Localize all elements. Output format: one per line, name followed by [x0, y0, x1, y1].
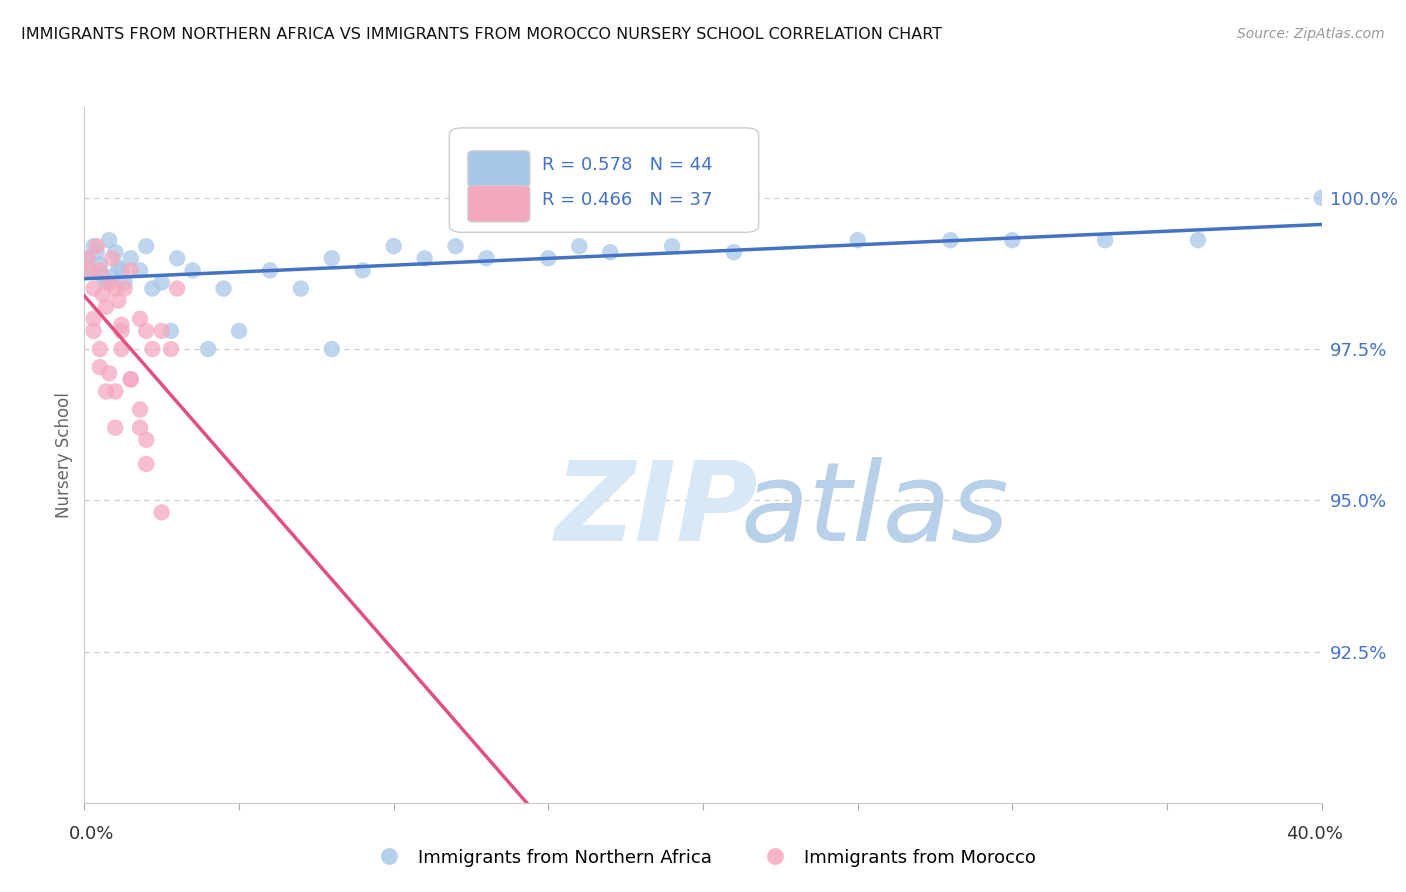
Point	[98, 233, 121, 247]
Point	[94, 276, 117, 290]
Point	[83, 239, 105, 253]
Point	[104, 420, 127, 434]
Point	[110, 324, 132, 338]
Point	[89, 257, 111, 271]
Text: IMMIGRANTS FROM NORTHERN AFRICA VS IMMIGRANTS FROM MOROCCO NURSERY SCHOOL CORREL: IMMIGRANTS FROM NORTHERN AFRICA VS IMMIG…	[21, 27, 942, 42]
Point	[212, 281, 235, 295]
Point	[104, 384, 127, 399]
Point	[98, 276, 121, 290]
Point	[120, 252, 142, 266]
Point	[129, 402, 152, 417]
Point	[1094, 233, 1116, 247]
Text: R = 0.578   N = 44: R = 0.578 N = 44	[543, 156, 713, 174]
Point	[1001, 233, 1024, 247]
Point	[79, 263, 101, 277]
Point	[290, 281, 312, 295]
Point	[846, 233, 869, 247]
Point	[107, 293, 129, 308]
Point	[120, 263, 142, 277]
Point	[104, 281, 127, 295]
Point	[120, 372, 142, 386]
Point	[166, 252, 188, 266]
Point	[475, 252, 498, 266]
Point	[444, 239, 467, 253]
FancyBboxPatch shape	[468, 151, 530, 187]
Point	[110, 318, 132, 332]
Point	[110, 263, 132, 277]
Point	[160, 342, 183, 356]
Text: R = 0.466   N = 37: R = 0.466 N = 37	[543, 191, 713, 209]
Point	[76, 252, 98, 266]
Point	[101, 252, 124, 266]
Point	[79, 263, 101, 277]
Point	[94, 300, 117, 314]
Text: 40.0%: 40.0%	[1286, 825, 1343, 843]
Point	[91, 269, 114, 284]
Point	[129, 420, 152, 434]
Point	[89, 342, 111, 356]
Point	[129, 263, 152, 277]
Point	[86, 239, 108, 253]
Point	[86, 245, 108, 260]
Text: atlas: atlas	[740, 457, 1008, 564]
Point	[76, 252, 98, 266]
Point	[104, 245, 127, 260]
Point	[160, 324, 183, 338]
Point	[114, 276, 136, 290]
Point	[228, 324, 250, 338]
Point	[135, 433, 157, 447]
Point	[352, 263, 374, 277]
Text: Source: ZipAtlas.com: Source: ZipAtlas.com	[1237, 27, 1385, 41]
Point	[83, 311, 105, 326]
Point	[141, 281, 163, 295]
Point	[150, 276, 173, 290]
Text: ZIP: ZIP	[554, 457, 758, 564]
Point	[939, 233, 962, 247]
Point	[150, 324, 173, 338]
Point	[83, 281, 105, 295]
Point	[321, 342, 343, 356]
FancyBboxPatch shape	[450, 128, 759, 232]
Point	[723, 245, 745, 260]
Point	[1187, 233, 1209, 247]
Point	[599, 245, 621, 260]
Point	[197, 342, 219, 356]
Point	[120, 372, 142, 386]
Point	[114, 281, 136, 295]
Point	[135, 457, 157, 471]
Point	[135, 239, 157, 253]
Y-axis label: Nursery School: Nursery School	[55, 392, 73, 518]
Point	[89, 360, 111, 375]
Point	[89, 263, 111, 277]
Point	[91, 287, 114, 301]
Point	[150, 505, 173, 519]
Point	[413, 252, 436, 266]
Point	[107, 260, 129, 275]
Point	[321, 252, 343, 266]
Point	[1310, 191, 1333, 205]
Point	[135, 324, 157, 338]
Point	[382, 239, 405, 253]
FancyBboxPatch shape	[468, 186, 530, 222]
Point	[537, 252, 560, 266]
Text: 0.0%: 0.0%	[69, 825, 114, 843]
Point	[259, 263, 281, 277]
Point	[110, 342, 132, 356]
Point	[661, 239, 683, 253]
Point	[83, 324, 105, 338]
Legend: Immigrants from Northern Africa, Immigrants from Morocco: Immigrants from Northern Africa, Immigra…	[363, 841, 1043, 874]
Point	[94, 384, 117, 399]
Point	[129, 311, 152, 326]
Point	[181, 263, 204, 277]
Point	[568, 239, 591, 253]
Point	[166, 281, 188, 295]
Point	[98, 366, 121, 380]
Point	[141, 342, 163, 356]
Point	[101, 269, 124, 284]
